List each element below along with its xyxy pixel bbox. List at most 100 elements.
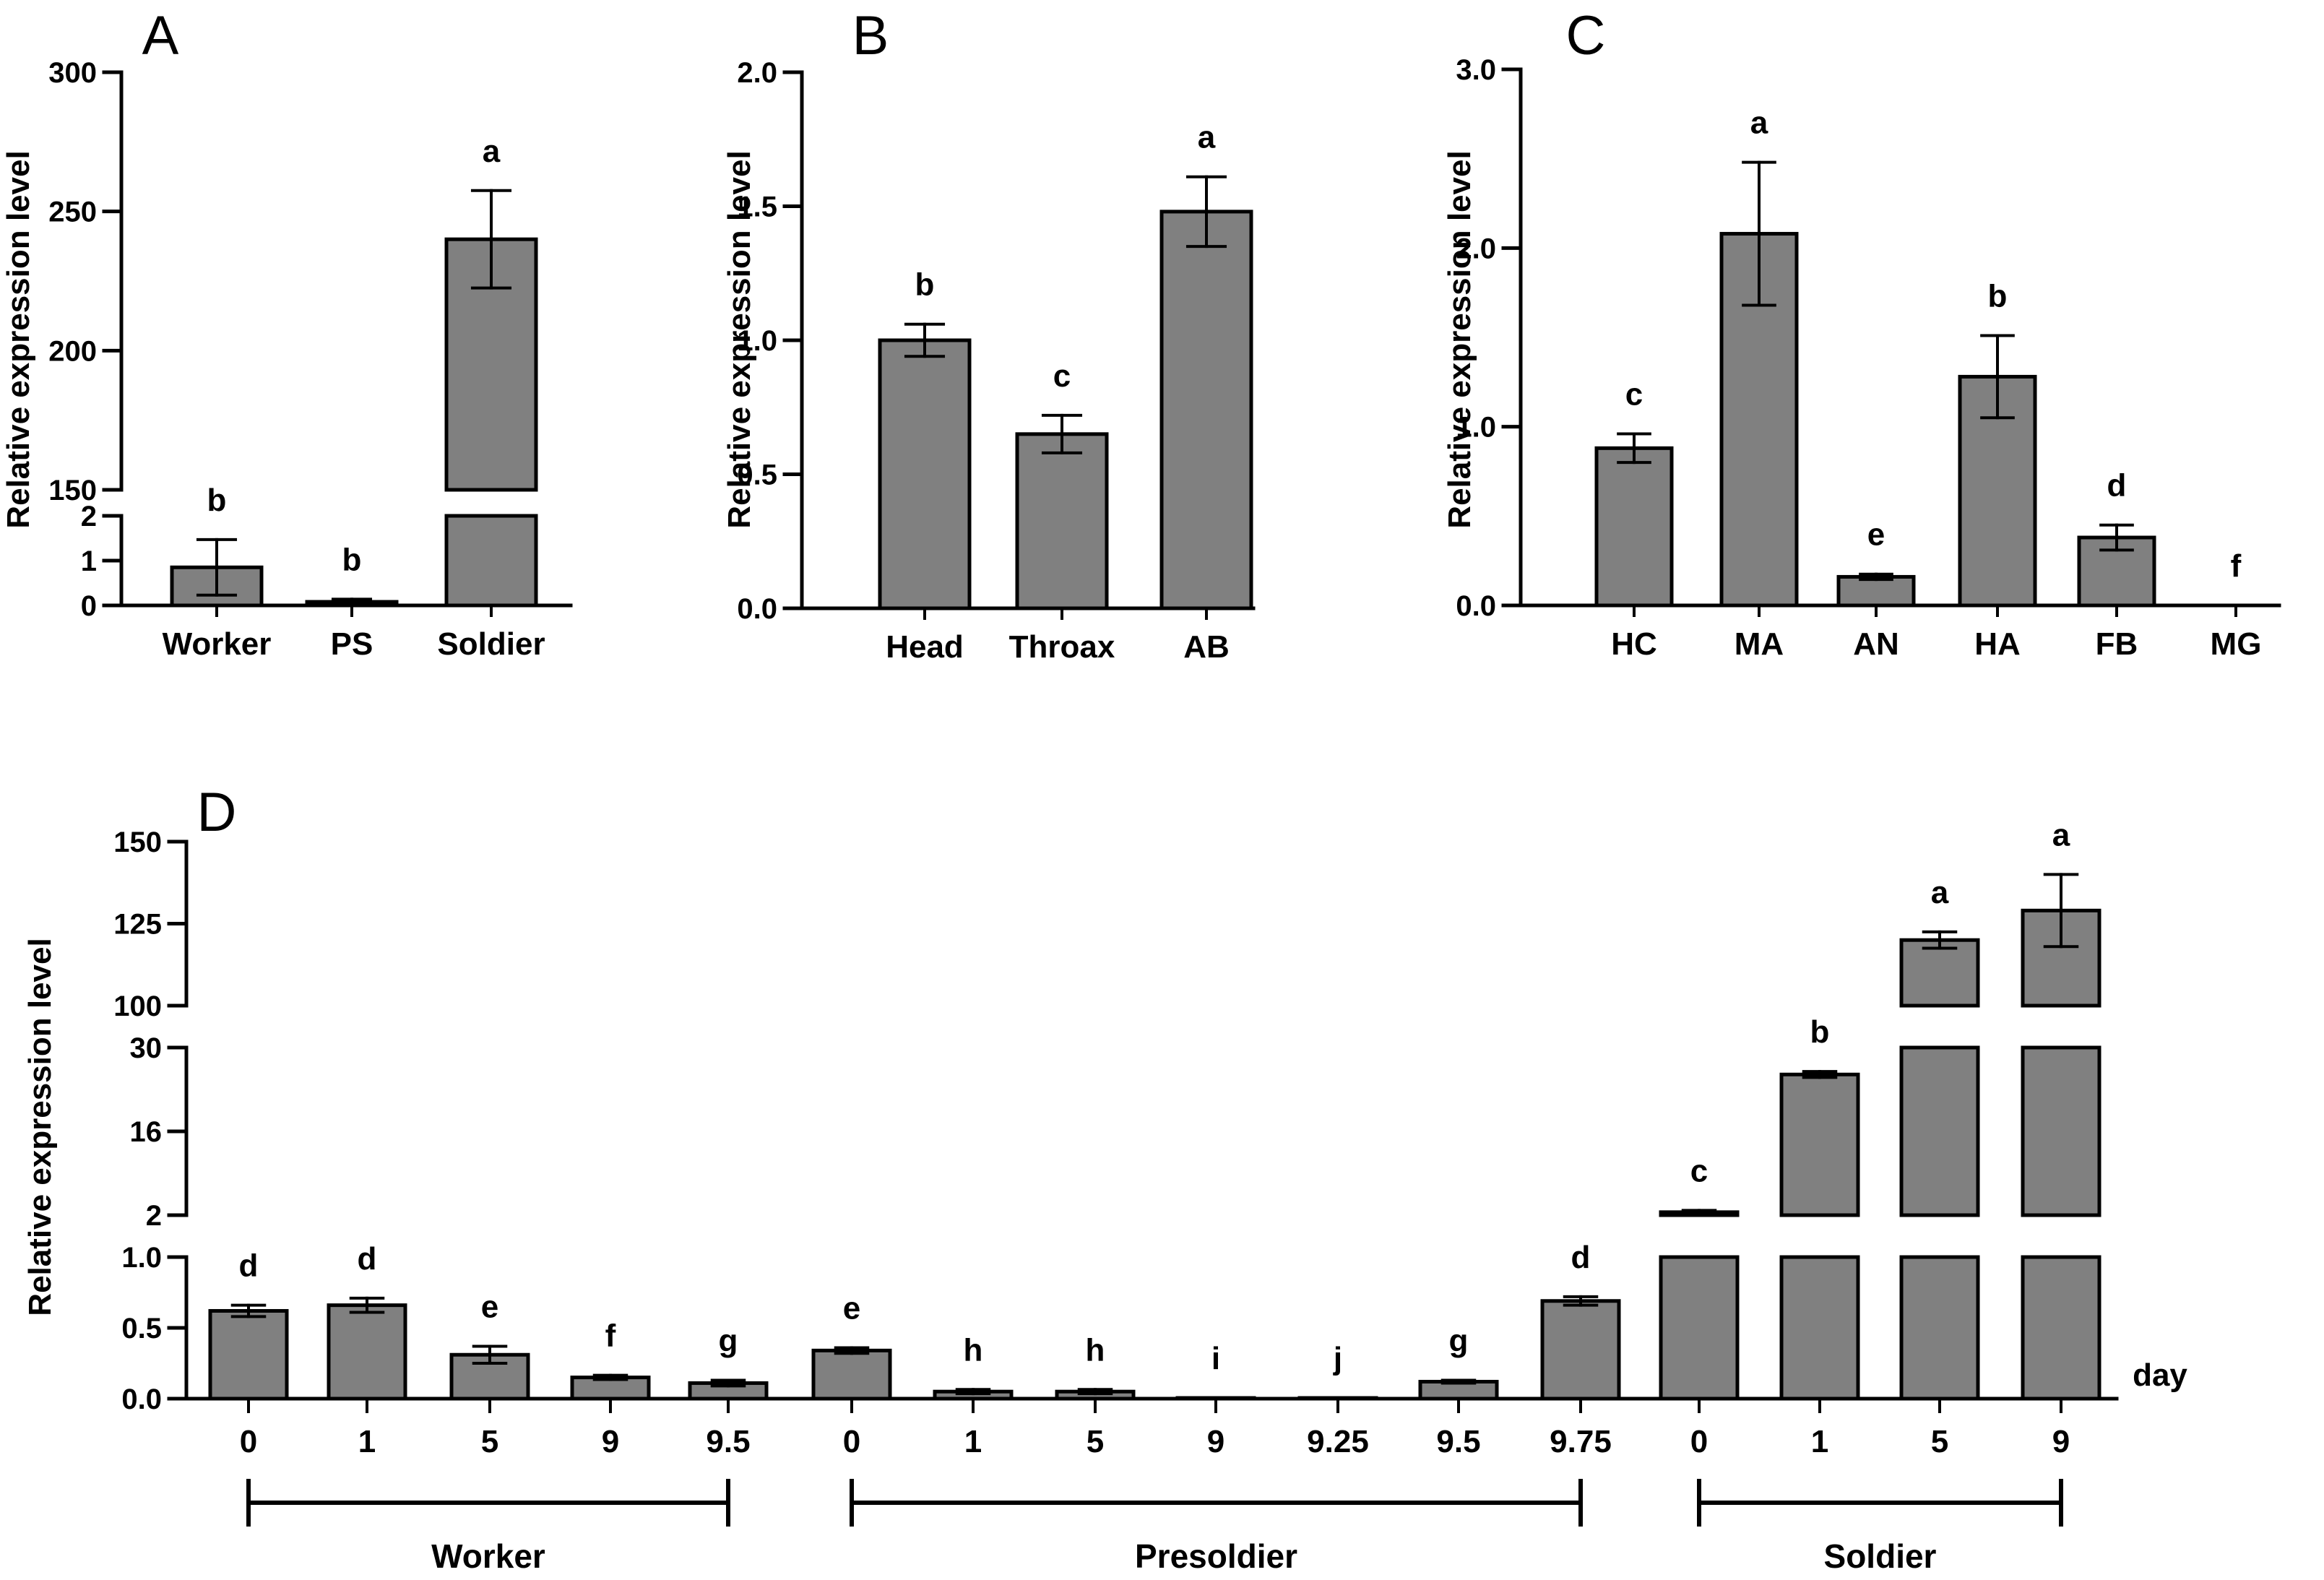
x-tick-label: HC (1611, 626, 1657, 662)
bar (327, 1303, 407, 1401)
bar (1540, 1299, 1621, 1401)
y-tick-label: 150 (48, 475, 97, 506)
significance-letter: h (964, 1332, 983, 1368)
y-tick-label: 0.5 (121, 1313, 162, 1344)
x-tick-label: 1 (1811, 1424, 1828, 1459)
significance-letter: g (1449, 1324, 1469, 1359)
y-tick-label: 30 (130, 1032, 163, 1064)
x-tick-label: Throax (1009, 629, 1115, 665)
x-tick-label: MA (1735, 626, 1784, 662)
bar (878, 338, 972, 610)
panel-letter: B (852, 5, 889, 66)
y-tick-label: 1.5 (737, 191, 777, 223)
bar-segment (1899, 1045, 1980, 1217)
y-tick-label: 2.0 (737, 57, 777, 89)
x-tick-label: Worker (163, 626, 272, 662)
y-tick-label: 0.5 (737, 459, 777, 491)
significance-letter: b (207, 483, 227, 518)
x-tick-label: AB (1183, 629, 1230, 665)
group-label: Presoldier (1135, 1537, 1297, 1575)
x-tick-label: 5 (1087, 1424, 1104, 1459)
bar (811, 1348, 892, 1401)
x-axis-label: day (2133, 1357, 2187, 1393)
group-label: Soldier (1824, 1537, 1937, 1575)
x-tick-label: 9.25 (1307, 1424, 1369, 1459)
significance-letter: i (1211, 1341, 1220, 1376)
x-tick-label: 0 (1690, 1424, 1708, 1459)
y-tick-label: 0 (81, 590, 97, 622)
y-tick-label: 300 (48, 57, 97, 89)
panel-letter: C (1566, 5, 1606, 66)
panel-b: B Relative expression level 0.0 0.5 1.0 1.5 2.… (722, 5, 1256, 665)
x-tick-label: PS (331, 626, 373, 662)
significance-letter: d (2107, 468, 2127, 504)
y-tick-label: 2.0 (1456, 233, 1496, 264)
panel-letter: A (142, 5, 179, 66)
x-tick-label: Head (886, 629, 964, 665)
x-tick-label: 9.75 (1550, 1424, 1612, 1459)
significance-letter: b (915, 267, 935, 303)
bar (1594, 446, 1674, 608)
y-tick-label: 0.0 (737, 593, 777, 625)
y-tick-label: 250 (48, 197, 97, 228)
x-tick-label: AN (1853, 626, 1899, 662)
bar (1836, 574, 1916, 608)
significance-letter: c (1053, 358, 1071, 394)
y-tick-label: 2 (81, 501, 97, 532)
bar (1015, 432, 1109, 610)
y-tick-label: 2 (146, 1200, 162, 1232)
y-tick-label: 0.0 (121, 1383, 162, 1415)
significance-letter: j (1333, 1341, 1342, 1376)
significance-letter: a (483, 134, 501, 169)
significance-letter: a (2052, 817, 2070, 852)
x-tick-label: 9.5 (706, 1424, 750, 1459)
x-tick-label: 9 (1207, 1424, 1224, 1459)
significance-letter: b (1810, 1014, 1830, 1050)
significance-letter: d (358, 1241, 377, 1277)
significance-letter: e (481, 1289, 498, 1324)
y-tick-label: 200 (48, 335, 97, 367)
significance-letter: a (1931, 875, 1949, 910)
y-tick-label: 3.0 (1456, 54, 1496, 86)
y-tick-label: 1.0 (737, 325, 777, 357)
significance-letter: f (605, 1318, 616, 1354)
x-tick-label: 0 (843, 1424, 860, 1459)
significance-letter: e (1867, 517, 1885, 553)
y-tick-label: 1.0 (121, 1242, 162, 1274)
bar (1159, 210, 1253, 610)
significance-letter: h (1086, 1332, 1105, 1368)
bar-segment (1779, 1255, 1860, 1401)
x-tick-label: Soldier (437, 626, 545, 662)
y-axis-label: Relative expression level (1, 150, 36, 528)
significance-letter: d (1571, 1240, 1591, 1275)
significance-letter: a (1750, 105, 1768, 141)
x-tick-label: 9 (2052, 1424, 2070, 1459)
y-tick-label: 16 (130, 1116, 163, 1148)
y-axis-label: Relative expression level (1442, 150, 1477, 528)
x-tick-label: MG (2211, 626, 2262, 662)
bar-segment (444, 514, 538, 608)
x-tick-label: 5 (481, 1424, 498, 1459)
significance-letter: g (719, 1324, 738, 1359)
panel-letter: D (197, 782, 237, 843)
y-tick-label: 1 (81, 545, 97, 577)
bar (208, 1308, 289, 1401)
bar-segment (1899, 1255, 1980, 1401)
x-tick-label: 9.5 (1436, 1424, 1480, 1459)
significance-letter: b (1988, 279, 2008, 314)
x-tick-label: 0 (240, 1424, 257, 1459)
significance-letter: e (843, 1290, 860, 1326)
bar-segment (2021, 1255, 2101, 1401)
bar-segment (1659, 1255, 1740, 1401)
y-tick-label: 0.0 (1456, 590, 1496, 622)
x-tick-label: 5 (1931, 1424, 1948, 1459)
y-tick-label: 1.0 (1456, 412, 1496, 444)
x-tick-label: FB (2096, 626, 2138, 662)
x-tick-label: 1 (964, 1424, 982, 1459)
significance-letter: c (1625, 377, 1643, 413)
panel-c: C Relative expression level 0.0 1.0 2.0 3.0 c H… (1442, 5, 2281, 662)
x-tick-label: 9 (602, 1424, 619, 1459)
panel-d: D Relative expression level 0.0 0.5 1.0 2 16 30… (22, 782, 2187, 1575)
